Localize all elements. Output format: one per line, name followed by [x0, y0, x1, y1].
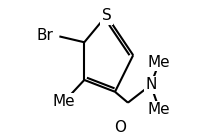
Text: Br: Br [37, 28, 54, 43]
Text: Me: Me [53, 94, 75, 109]
Text: O: O [114, 120, 126, 135]
Text: S: S [101, 8, 111, 23]
Text: Me: Me [148, 102, 171, 117]
Text: Me: Me [148, 55, 171, 70]
Text: N: N [145, 77, 157, 92]
